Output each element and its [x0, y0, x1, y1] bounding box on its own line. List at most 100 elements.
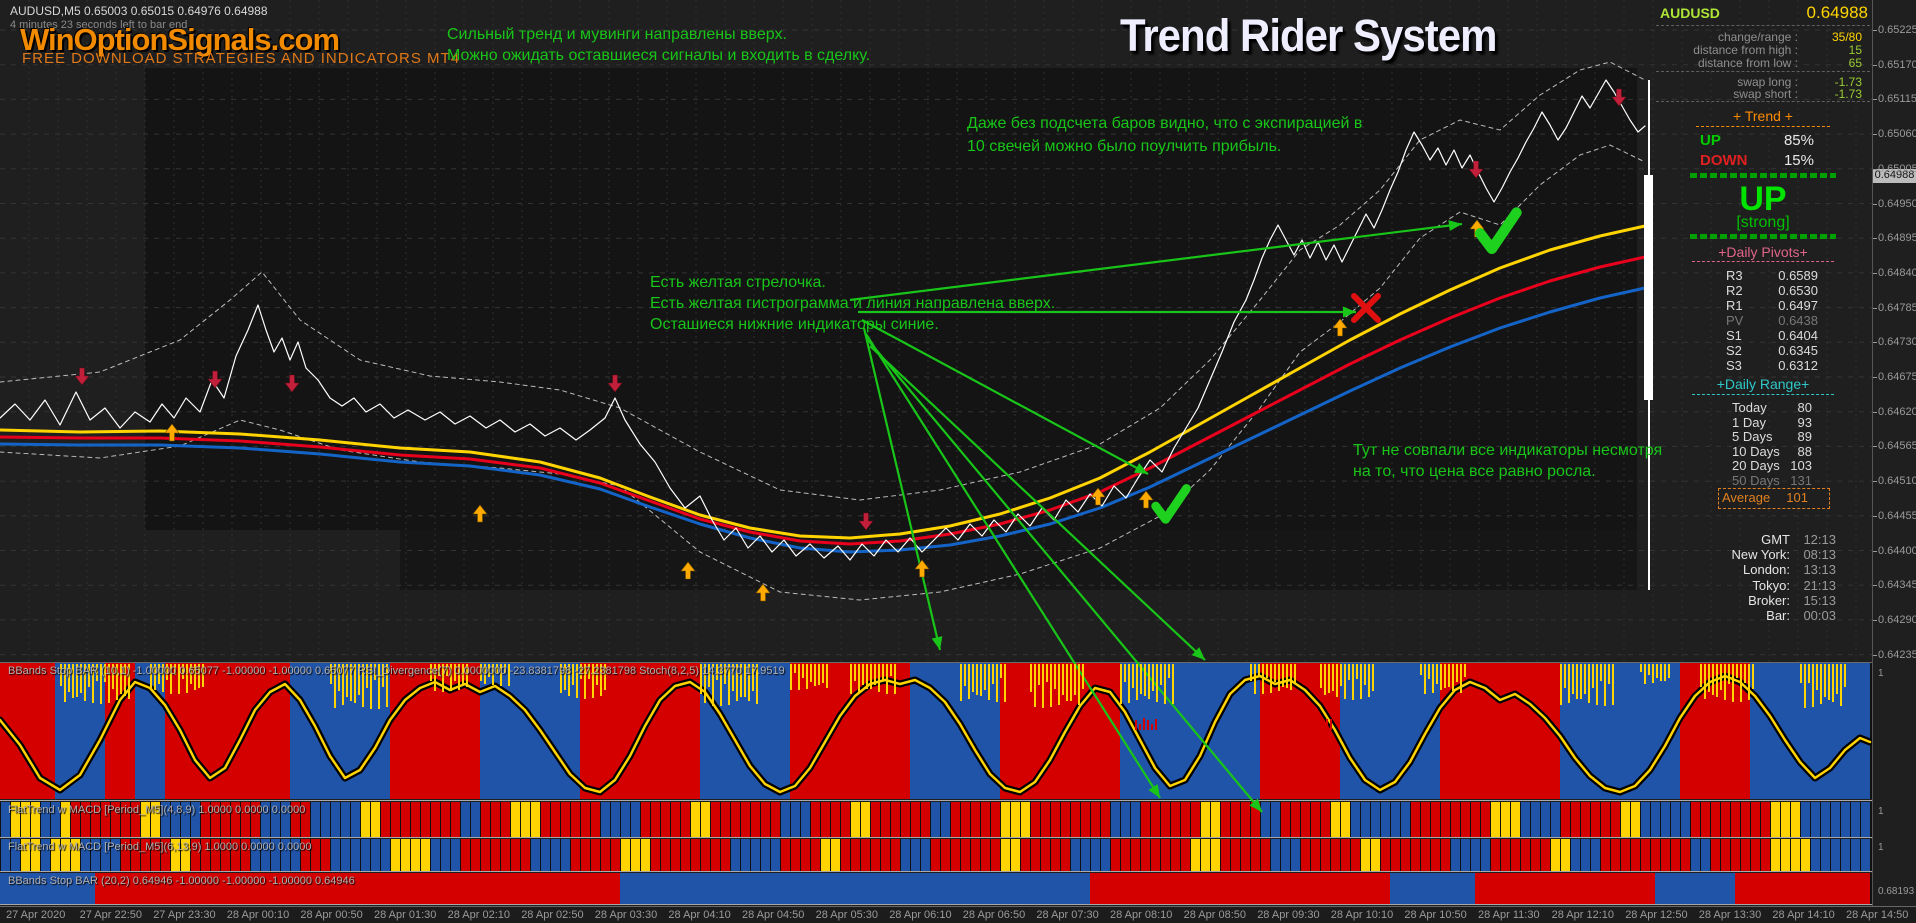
flattrend-bar [491, 839, 500, 871]
price-scale[interactable]: 0.64988 0.65225 0.65170 0.65115 0.65060 0.65… [1873, 0, 1916, 905]
flattrend-bar [451, 839, 460, 871]
rsi-divergence-spike [488, 664, 490, 678]
time-axis[interactable]: 27 Apr 2020 27 Apr 22:50 27 Apr 23:30 28 Ap… [0, 906, 1916, 923]
pivot-label: S2 [1726, 343, 1742, 358]
flattrend-bar [851, 839, 860, 871]
flattrend-bar [1281, 839, 1290, 871]
window-separator[interactable] [0, 662, 1872, 663]
flattrend-bar [1451, 802, 1460, 837]
annotation-mismatch-note: Тут не совпали все индикаторы несмотря н… [1353, 440, 1662, 482]
rsi-divergence-spike [1700, 664, 1702, 687]
rsi-divergence-spike [1424, 664, 1426, 694]
rsi-divergence-spike [1258, 664, 1260, 677]
flattrend-bar [1711, 839, 1720, 871]
flattrend-bar [1261, 802, 1270, 837]
indicator-label-w1: BBands Stop BAR (10,1) -1.00000 0.65077 … [8, 665, 785, 677]
rsi-divergence-spike [1278, 664, 1280, 692]
rsi-divergence-spike [1336, 664, 1338, 697]
flattrend-bar [1531, 802, 1540, 837]
bar-countdown: 4 minutes 23 seconds left to bar end [10, 19, 188, 31]
flattrend-bar [1711, 802, 1720, 837]
rsi-divergence-spike [878, 664, 880, 692]
flattrend-bar [1761, 802, 1770, 837]
flattrend-bar [81, 802, 90, 837]
rsi-divergence-spike [1844, 664, 1846, 688]
rsi-divergence-spike [1800, 664, 1802, 684]
flattrend-bar [591, 839, 600, 871]
rsi-divergence-spike [1294, 664, 1296, 684]
rsi-divergence-spike [1140, 664, 1142, 695]
flattrend-bar [441, 839, 450, 871]
time-axis-label: 28 Apr 12:50 [1625, 909, 1688, 921]
rsi-divergence-spike [1708, 664, 1710, 693]
flattrend-bar [1371, 839, 1380, 871]
flattrend-bar [411, 839, 420, 871]
stat-label: distance from high : [1693, 43, 1798, 57]
flattrend-bar [561, 839, 570, 871]
flattrend-bar [71, 839, 80, 871]
rsi-divergence-spike [1262, 664, 1264, 694]
flattrend-bar [1861, 839, 1870, 871]
flattrend-bar [151, 802, 160, 837]
rsi-red-spike [628, 717, 630, 730]
flattrend-bar [211, 802, 220, 837]
flattrend-bar [1271, 802, 1280, 837]
rsi-divergence-spike [1128, 664, 1130, 703]
flattrend-bar [1191, 839, 1200, 871]
flattrend-bar [561, 802, 570, 837]
rsi-divergence-spike [1804, 664, 1806, 708]
window-separator[interactable] [0, 800, 1872, 801]
rsi-divergence-spike [1352, 664, 1354, 700]
rsi-divergence-spike [1464, 664, 1466, 678]
rsi-divergence-spike [1824, 664, 1826, 697]
flattrend-bar [1391, 802, 1400, 837]
rsi-divergence-spike [1266, 664, 1268, 678]
flattrend-bar [1701, 839, 1710, 871]
flattrend-bar [711, 839, 720, 871]
bbands-bar-segment [580, 663, 700, 799]
rsi-divergence-spike [1452, 664, 1454, 692]
flattrend-bar [1221, 802, 1230, 837]
flattrend-bar [291, 839, 300, 871]
rsi-divergence-spike [1290, 664, 1292, 691]
annotation-line: Даже без подсчета баров видно, что с экс… [967, 115, 1363, 132]
flattrend-bar [131, 802, 140, 837]
price-scale-label: 0.64895 [1878, 232, 1916, 245]
time-axis-label: 28 Apr 11:30 [1478, 909, 1540, 921]
rsi-divergence-spike [874, 664, 876, 686]
flattrend-bar [1251, 802, 1260, 837]
annotation-line: Осташиеся нижние индикаторы синие. [650, 316, 939, 333]
flattrend-bar [1631, 802, 1640, 837]
flattrend-bar [621, 839, 630, 871]
rsi-divergence-spike [1074, 664, 1076, 696]
indicator-window-flattrend-1[interactable]: FlatTrend w MACD [Period_M5](4,8,9) 1.00… [0, 802, 1872, 837]
flattrend-bar [1631, 839, 1640, 871]
flattrend-bar [731, 839, 740, 871]
flattrend-bar [511, 802, 520, 837]
window-separator[interactable] [0, 837, 1872, 838]
flattrend-bar [1061, 839, 1070, 871]
flattrend-bar [1021, 802, 1030, 837]
price-scale-label: 0.65225 [1878, 24, 1916, 36]
flattrend-bar [1451, 839, 1460, 871]
clock-value: 15:13 [1803, 592, 1836, 608]
pivot-label: S1 [1726, 328, 1742, 343]
indicator-scale-label: 1 [1878, 842, 1884, 853]
flattrend-bar [851, 802, 860, 837]
flattrend-bar [1091, 802, 1100, 837]
flattrend-bar [1751, 839, 1760, 871]
window-separator[interactable] [0, 871, 1872, 872]
time-axis-label: 28 Apr 06:50 [962, 909, 1026, 921]
flattrend-bar [371, 839, 380, 871]
bbands20-bar-segment [1390, 873, 1475, 904]
window-separator[interactable] [0, 904, 1872, 905]
indicator-window-bbands-stop-20[interactable]: BBands Stop BAR (20,2) 0.64946 -1.00000 … [0, 873, 1872, 904]
bbands20-bar-segment [1475, 873, 1655, 904]
flattrend-bar [1151, 802, 1160, 837]
price-scale-label: 0.64730 [1878, 336, 1916, 349]
flattrend-bar [431, 802, 440, 837]
flattrend-bar [661, 839, 670, 871]
indicator-window-flattrend-2[interactable]: FlatTrend w MACD [Period_M5](6,13,9) 1.0… [0, 839, 1872, 871]
pivot-value: 0.6530 [1778, 283, 1818, 298]
flattrend-bar [621, 802, 630, 837]
